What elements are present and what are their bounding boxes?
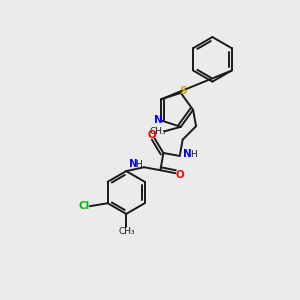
Text: H: H [135, 160, 142, 169]
Text: O: O [175, 170, 184, 180]
Text: H: H [190, 150, 196, 159]
Text: N: N [154, 116, 163, 125]
Text: N: N [129, 159, 138, 169]
Text: Cl: Cl [79, 201, 90, 211]
Text: N: N [183, 149, 191, 160]
Text: O: O [147, 130, 156, 140]
Text: S: S [179, 86, 187, 96]
Text: CH₃: CH₃ [150, 127, 166, 136]
Text: CH₃: CH₃ [118, 227, 135, 236]
